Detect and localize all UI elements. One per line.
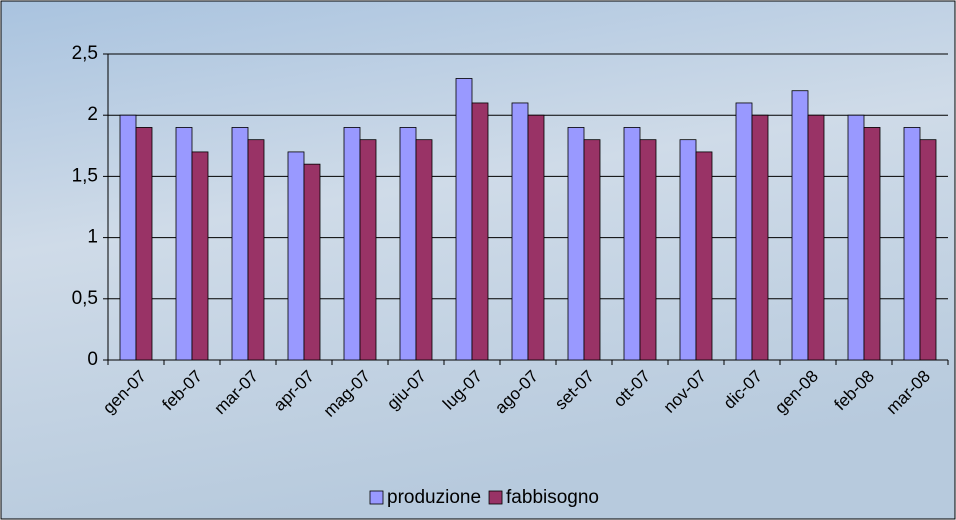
bar [135,127,153,361]
bar [455,78,473,361]
bar [791,90,809,361]
bar [231,127,249,361]
bar [639,139,657,361]
bar [567,127,585,361]
bar [679,139,697,361]
bar [695,151,713,361]
legend-label: fabbisogno [506,487,599,508]
y-tick-label: 0,5 [72,288,98,309]
bar [527,114,545,361]
bar [807,114,825,361]
y-tick-label: 2 [87,104,98,125]
bar [247,139,265,361]
bar [623,127,641,361]
y-tick-label: 1 [87,227,98,248]
bar [359,139,377,361]
y-tick-label: 1,5 [72,165,98,186]
bar [511,102,529,361]
bar [751,114,769,361]
bar [471,102,489,361]
legend-swatch [369,490,384,505]
bar [583,139,601,361]
bar [919,139,937,361]
bar [399,127,417,361]
bar [175,127,193,361]
bar [863,127,881,361]
bar [903,127,921,361]
bar [191,151,209,361]
legend-label: produzione [387,487,481,508]
bar [119,114,137,361]
y-tick-label: 0 [87,349,98,370]
bar [303,163,321,361]
bar [287,151,305,361]
bar [415,139,433,361]
bar [343,127,361,361]
bar [847,114,865,361]
legend-swatch [488,490,503,505]
y-tick-label: 2,5 [72,43,98,64]
bar [735,102,753,361]
